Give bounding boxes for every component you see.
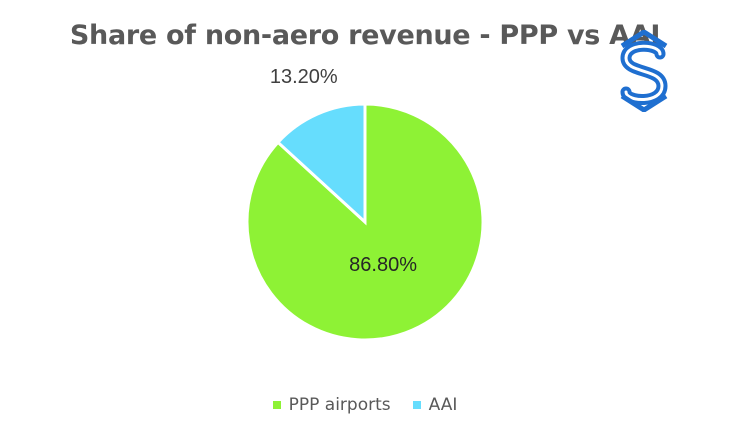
legend-label-aai: AAI — [428, 395, 458, 415]
pie-slices — [245, 102, 485, 342]
legend-swatch-ppp — [272, 401, 281, 409]
pie-slice-ppp — [245, 102, 485, 342]
legend-swatch-aai — [412, 401, 421, 409]
s-shield-logo-icon — [620, 30, 668, 112]
legend-label-ppp: PPP airports — [288, 395, 391, 415]
legend-item-aai: AAI — [412, 395, 458, 415]
legend-item-ppp: PPP airports — [272, 395, 391, 415]
pie-labels: 86.80% 13.20% — [270, 66, 417, 276]
pie-slice-aai — [275, 102, 367, 226]
legend: PPP airports AAI — [0, 395, 730, 415]
data-label-aai: 13.20% — [270, 66, 338, 88]
chart-title: Share of non-aero revenue - PPP vs AAI — [69, 20, 661, 51]
data-label-ppp: 86.80% — [349, 254, 417, 276]
